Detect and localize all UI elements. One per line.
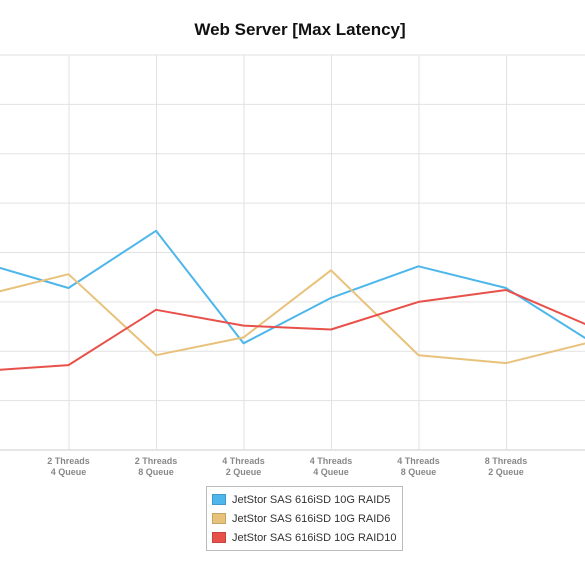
series-line-2 [0,289,585,371]
legend: JetStor SAS 616iSD 10G RAID5 JetStor SAS… [206,486,404,551]
legend-item-raid10[interactable]: JetStor SAS 616iSD 10G RAID10 [212,528,396,547]
legend-item-raid5[interactable]: JetStor SAS 616iSD 10G RAID5 [212,490,396,509]
chart-title: Web Server [Max Latency] [194,20,405,39]
x-tick-label: 4 Threads 4 Queue [310,456,353,477]
x-tick-label: 8 Threads 2 Queue [485,456,528,477]
legend-swatch [212,513,226,524]
x-tick-label: 4 Threads 8 Queue [397,456,440,477]
grid [0,54,585,451]
x-tick-label: 2 Threads 4 Queue [47,456,90,477]
series-line-1 [0,269,585,365]
legend-label: JetStor SAS 616iSD 10G RAID6 [232,512,391,525]
legend-swatch [212,532,226,543]
legend-label: JetStor SAS 616iSD 10G RAID5 [232,493,391,506]
x-tick-label: 4 Threads 2 Queue [222,456,265,477]
legend-item-raid6[interactable]: JetStor SAS 616iSD 10G RAID6 [212,509,396,528]
x-tick-label: 2 Threads 8 Queue [135,456,178,477]
series-line-0 [0,229,585,345]
legend-label: JetStor SAS 616iSD 10G RAID10 [232,531,397,544]
legend-swatch [212,494,226,505]
series-lines [0,229,585,371]
